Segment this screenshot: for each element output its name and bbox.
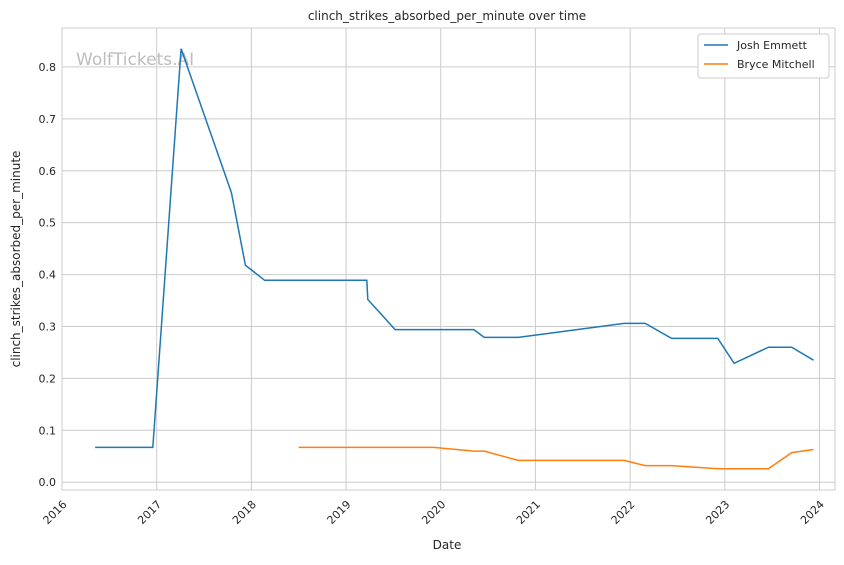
watermark: WolfTickets.AI [76, 50, 194, 70]
series-line-bryce-mitchell [299, 447, 814, 468]
x-tick-label: 2017 [135, 498, 164, 527]
x-tick-label: 2018 [230, 498, 259, 527]
y-tick-label: 0.6 [39, 165, 57, 178]
x-tick-label: 2020 [419, 498, 448, 527]
x-tick-label: 2016 [41, 498, 70, 527]
chart-title: clinch_strikes_absorbed_per_minute over … [308, 9, 586, 23]
x-tick-label: 2021 [514, 498, 543, 527]
x-tick-label: 2023 [703, 498, 732, 527]
y-tick-label: 0.2 [39, 372, 57, 385]
y-tick-label: 0.4 [39, 269, 57, 282]
legend: Josh Emmett Bryce Mitchell [698, 34, 829, 78]
y-tick-label: 0.0 [39, 476, 57, 489]
series-line-josh-emmett [95, 49, 813, 448]
y-tick-label: 0.8 [39, 61, 57, 74]
x-tick-label: 2019 [325, 498, 354, 527]
x-tick-label: 2022 [609, 498, 638, 527]
y-tick-label: 0.1 [39, 424, 57, 437]
y-axis-label: clinch_strikes_absorbed_per_minute [9, 151, 23, 368]
y-tick-label: 0.7 [39, 113, 57, 126]
y-tick-label: 0.3 [39, 320, 57, 333]
y-tick-label: 0.5 [39, 217, 57, 230]
x-axis-label: Date [433, 538, 462, 552]
x-tick-label: 2024 [798, 498, 827, 527]
legend-label-josh-emmett: Josh Emmett [736, 39, 808, 52]
legend-label-bryce-mitchell: Bryce Mitchell [737, 58, 815, 71]
